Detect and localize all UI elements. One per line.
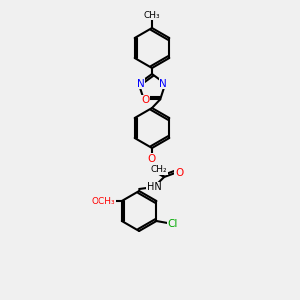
Text: O: O <box>175 168 183 178</box>
Text: HN: HN <box>147 182 161 192</box>
Text: N: N <box>159 79 167 89</box>
Text: CH₃: CH₃ <box>144 11 160 20</box>
Text: OCH₃: OCH₃ <box>92 196 116 206</box>
Text: N: N <box>137 79 145 89</box>
Text: CH₂: CH₂ <box>151 166 167 175</box>
Text: Cl: Cl <box>167 219 178 229</box>
Text: O: O <box>148 154 156 164</box>
Text: O: O <box>142 95 150 105</box>
